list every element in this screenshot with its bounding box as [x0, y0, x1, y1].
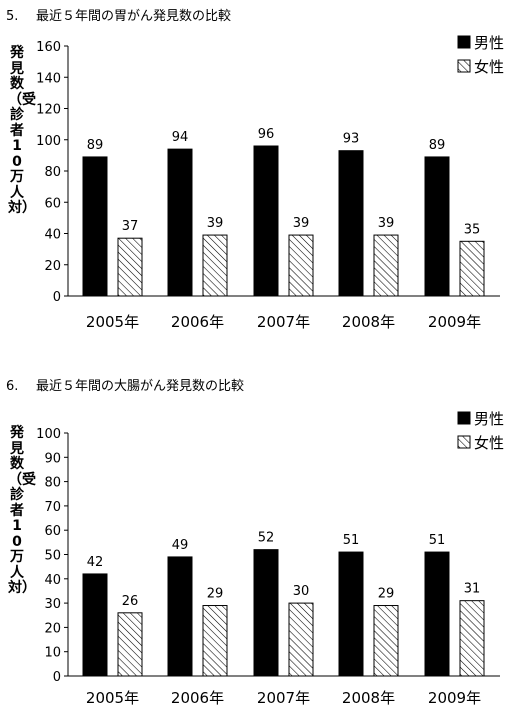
y-tick-label: 140	[36, 71, 61, 86]
bar	[117, 237, 143, 297]
legend-label: 男性	[474, 34, 504, 52]
bar	[167, 556, 193, 677]
y-tick-label: 160	[36, 40, 61, 55]
y-tick-label: 100	[36, 134, 61, 149]
bar	[82, 156, 108, 297]
bar	[373, 605, 399, 677]
bar	[459, 600, 485, 677]
data-label: 42	[87, 555, 104, 570]
bar	[338, 551, 364, 677]
y-tick-label: 50	[44, 549, 61, 564]
y-tick-label: 80	[44, 165, 61, 180]
category-label: 2009年	[428, 313, 481, 331]
bar	[253, 549, 279, 677]
data-label: 51	[429, 533, 446, 548]
y-tick-label: 20	[44, 259, 61, 274]
data-label: 39	[293, 216, 310, 231]
colorectal-cancer-chart: 6. 最近５年間の大腸がん発見数の比較 発見数（受診者10万人対） 0 10 20 30…	[0, 370, 511, 711]
data-label: 96	[258, 127, 275, 142]
legend-swatch	[457, 35, 471, 49]
chart-title-text: 最近５年間の大腸がん発見数の比較	[36, 379, 245, 394]
y-tick-label: 30	[44, 597, 61, 612]
data-label: 39	[378, 216, 395, 231]
bar-chart-plot: 0 10 20 30 40 50 60 70 80 90 100 42 26 2005年 49 29 2006年…	[36, 410, 504, 707]
data-label: 89	[429, 138, 446, 153]
data-label: 52	[258, 531, 275, 546]
category-label: 2008年	[342, 689, 395, 707]
y-tick-label: 90	[44, 451, 61, 466]
category-label: 2006年	[171, 313, 224, 331]
bar	[288, 602, 314, 677]
bar	[202, 605, 228, 677]
chart-number: 5.	[6, 9, 19, 24]
data-label: 93	[343, 132, 360, 147]
y-tick-label: 120	[36, 103, 61, 118]
bar	[253, 145, 279, 297]
bar	[82, 573, 108, 677]
bar	[459, 240, 485, 297]
bar	[202, 234, 228, 297]
bar	[288, 234, 314, 297]
y-tick-label: 0	[53, 290, 61, 305]
chart-title-text: 最近５年間の胃がん発見数の比較	[36, 9, 232, 24]
category-label: 2006年	[171, 689, 224, 707]
chart-title: 5. 最近５年間の胃がん発見数の比較	[6, 5, 231, 24]
y-tick-label: 60	[44, 196, 61, 211]
data-label: 94	[172, 130, 189, 145]
stomach-cancer-chart: 5. 最近５年間の胃がん発見数の比較 発見数（受診者10万人対） 0 20 40 60 8…	[0, 0, 511, 350]
legend-swatch	[457, 59, 471, 73]
category-label: 2009年	[428, 689, 481, 707]
data-label: 26	[122, 594, 139, 609]
legend-swatch	[457, 435, 471, 449]
data-label: 29	[378, 587, 395, 602]
category-label: 2005年	[86, 313, 139, 331]
bar-chart-plot: 0 20 40 60 80 100 120 140 160 89 37 2005年 94 39 2006年 9…	[36, 34, 504, 331]
data-label: 29	[207, 587, 224, 602]
y-tick-label: 100	[36, 427, 61, 442]
data-label: 37	[122, 219, 139, 234]
legend-label: 女性	[474, 58, 504, 76]
bar	[424, 156, 450, 297]
bar	[373, 234, 399, 297]
chart-title: 6. 最近５年間の大腸がん発見数の比較	[6, 375, 244, 394]
data-label: 31	[464, 582, 481, 597]
category-label: 2007年	[257, 313, 310, 331]
y-tick-label: 0	[53, 670, 61, 685]
bar	[167, 148, 193, 297]
data-label: 89	[87, 138, 104, 153]
data-label: 35	[464, 222, 481, 237]
y-tick-label: 70	[44, 500, 61, 515]
data-label: 39	[207, 216, 224, 231]
bar	[117, 612, 143, 677]
category-label: 2005年	[86, 689, 139, 707]
bar	[338, 150, 364, 297]
y-tick-label: 20	[44, 621, 61, 636]
legend-label: 女性	[474, 434, 504, 452]
y-tick-label: 40	[44, 228, 61, 243]
data-label: 30	[293, 584, 310, 599]
y-tick-label: 80	[44, 476, 61, 491]
data-label: 51	[343, 533, 360, 548]
category-label: 2008年	[342, 313, 395, 331]
y-tick-label: 60	[44, 524, 61, 539]
data-label: 49	[172, 538, 189, 553]
legend-swatch	[457, 411, 471, 425]
chart-number: 6.	[6, 379, 19, 394]
category-label: 2007年	[257, 689, 310, 707]
legend-label: 男性	[474, 410, 504, 428]
bar	[424, 551, 450, 677]
y-tick-label: 40	[44, 573, 61, 588]
y-tick-label: 10	[44, 646, 61, 661]
